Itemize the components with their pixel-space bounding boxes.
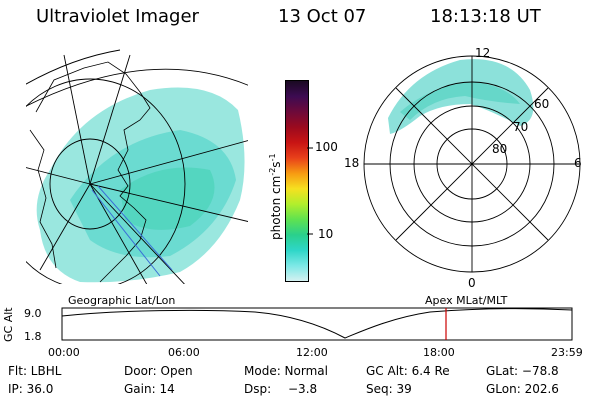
mlt-label-0: 0: [468, 276, 476, 290]
dsp-value: −3.8: [288, 382, 318, 396]
dsp-label: Dsp:: [244, 382, 272, 396]
ip-info: IP: 36.0: [8, 382, 54, 396]
mlt-label-12: 12: [475, 46, 491, 60]
magnetic-polar-plot: [363, 55, 581, 273]
geographic-image: [26, 49, 581, 284]
altitude-timeline: [61, 307, 573, 341]
magnetic-caption: Apex MLat/MLT: [425, 294, 508, 307]
seq-info: Seq: 39: [366, 382, 412, 396]
date-label: 13 Oct 07: [278, 6, 367, 27]
color-bar: [285, 80, 309, 282]
glat-info: GLat: −78.8: [486, 364, 559, 378]
timeline-xtick-1800: 18:00: [423, 346, 455, 359]
color-bar-tick-100: 100: [315, 140, 338, 154]
mlat-label-60: 60: [534, 97, 550, 111]
color-bar-tick-10: 10: [318, 227, 334, 241]
door-info: Door: Open: [124, 364, 193, 378]
timeline-xtick-0000: 00:00: [48, 346, 80, 359]
timeline-xtick-1200: 12:00: [296, 346, 328, 359]
coastline: [29, 61, 151, 283]
timeline-xtick-0600: 06:00: [168, 346, 200, 359]
color-bar-ticks: [307, 147, 313, 235]
polar-emission: [388, 59, 534, 135]
gc-alt-info: GC Alt: 6.4 Re: [366, 364, 450, 378]
mlat-label-80: 80: [492, 142, 508, 156]
mlt-label-6: 6: [574, 156, 582, 170]
altitude-curve: [61, 308, 573, 339]
mode-info: Mode: Normal: [244, 364, 328, 378]
geographic-map: [26, 49, 248, 284]
geographic-caption: Geographic Lat/Lon: [68, 294, 176, 307]
mlt-label-18: 18: [344, 156, 360, 170]
timeline-ytick-high: 9.0: [24, 307, 42, 320]
filter-info: Flt: LBHL: [8, 364, 62, 378]
timeline-frame: [61, 307, 573, 341]
color-bar-unit: photon cm-2s-1: [268, 153, 283, 240]
instrument-title: Ultraviolet Imager: [36, 6, 199, 27]
mlat-label-70: 70: [513, 120, 529, 134]
timeline-ytick-low: 1.8: [24, 330, 42, 343]
gain-info: Gain: 14: [124, 382, 175, 396]
glon-info: GLon: 202.6: [486, 382, 559, 396]
timeline-xtick-2359: 23:59: [551, 346, 583, 359]
time-label: 18:13:18 UT: [430, 6, 541, 27]
